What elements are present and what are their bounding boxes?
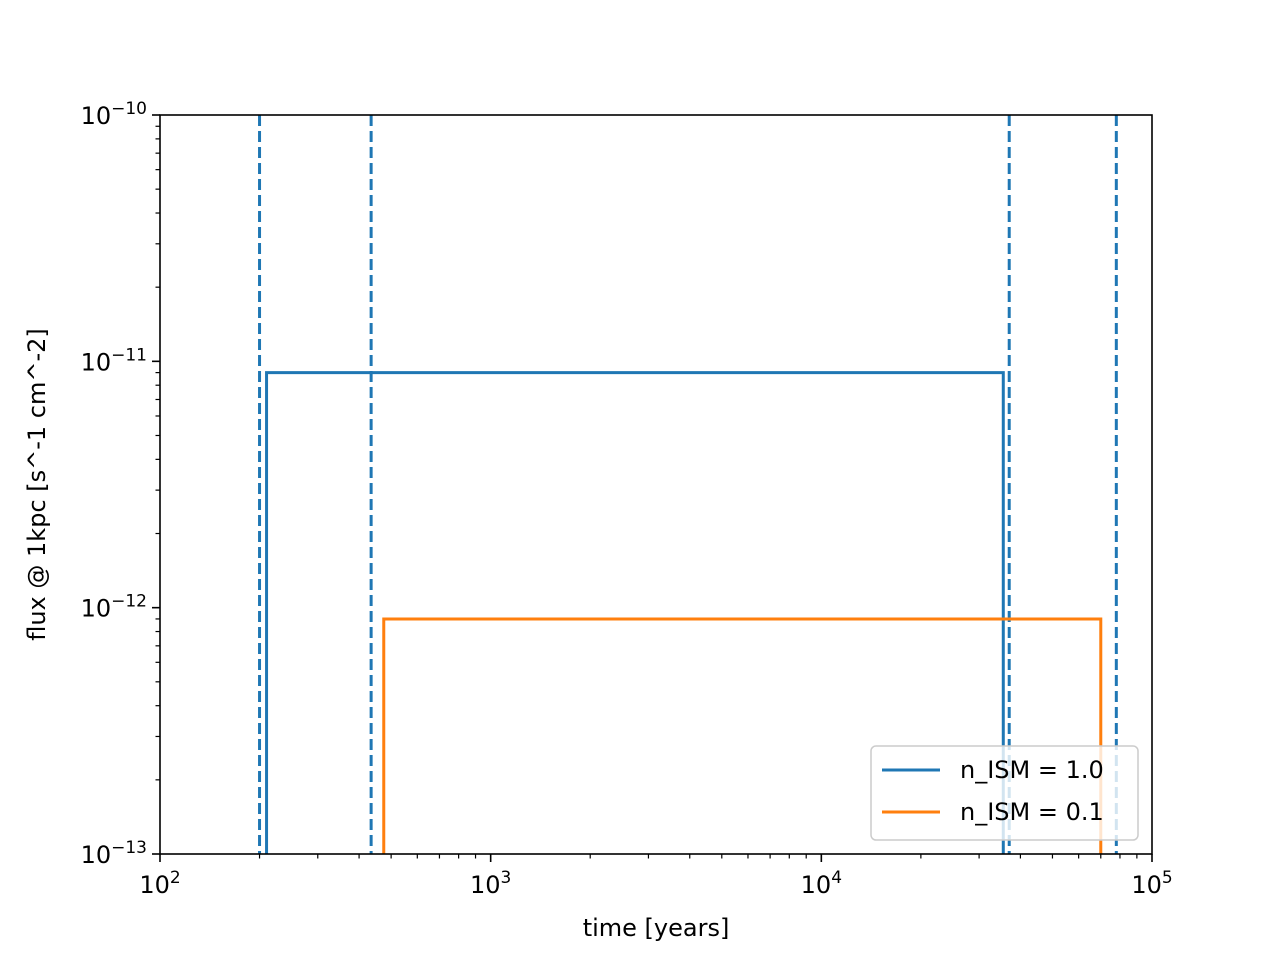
y-axis-label: flux @ 1kpc [s^-1 cm^-2] xyxy=(23,328,51,641)
x-tick-label: 103 xyxy=(470,868,511,899)
legend-label-n-ism-0-1: n_ISM = 0.1 xyxy=(960,798,1104,826)
reference-lines xyxy=(258,115,1118,854)
series-line-1 xyxy=(382,617,1103,854)
legend: n_ISM = 1.0 n_ISM = 0.1 xyxy=(870,745,1139,841)
data-series xyxy=(265,371,1103,854)
plot-frame xyxy=(159,114,1153,855)
x-tick-label: 104 xyxy=(801,868,842,899)
series-line-0 xyxy=(265,371,1005,854)
y-tick-label: 10−12 xyxy=(81,592,147,623)
y-tick-label: 10−11 xyxy=(81,345,147,376)
x-tick-label: 102 xyxy=(139,868,180,899)
x-tick-label: 105 xyxy=(1131,868,1172,899)
x-axis-label: time [years] xyxy=(583,914,730,942)
y-tick-label: 10−13 xyxy=(81,838,147,869)
legend-label-n-ism-1-0: n_ISM = 1.0 xyxy=(960,756,1104,784)
y-tick-label: 10−10 xyxy=(81,99,147,130)
plot-area xyxy=(160,115,1152,854)
